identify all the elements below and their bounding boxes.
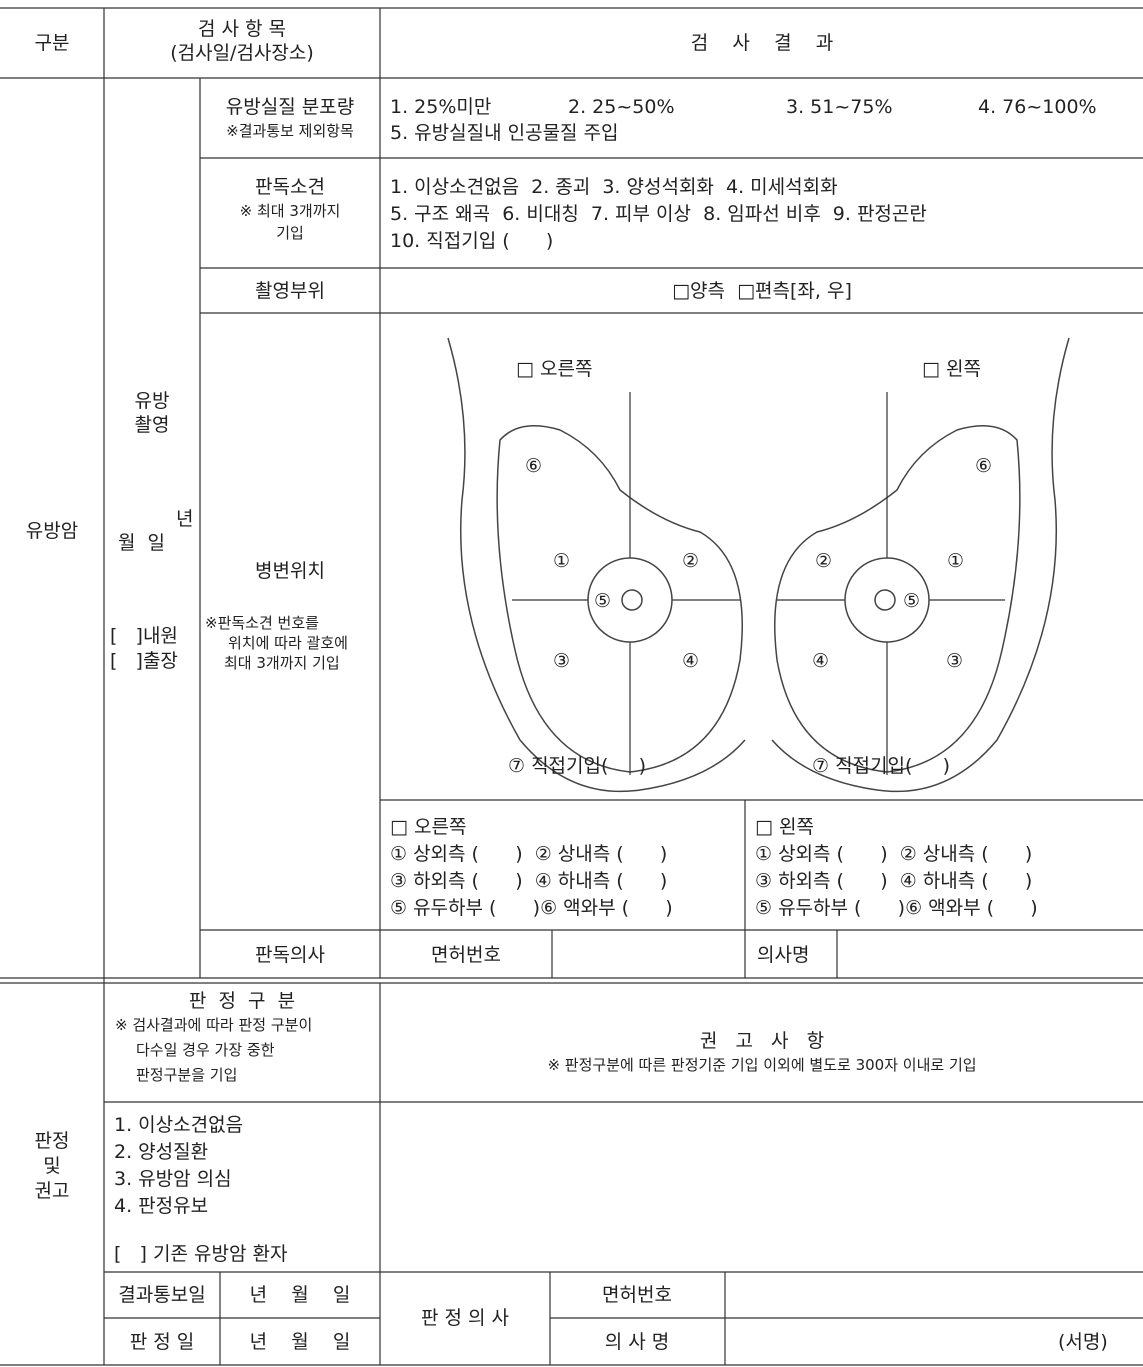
form-text: 년 월 일 xyxy=(249,1284,351,1306)
form-text: 판정 xyxy=(34,1130,70,1152)
form-text: 판 정 구 분 xyxy=(188,990,296,1012)
form-text: 결과통보일 xyxy=(118,1284,206,1306)
form-text: □ 왼쪽 xyxy=(922,358,981,380)
form-text: □양측 □편측[좌, 우] xyxy=(672,280,852,302)
form-text: ⑦ 직접기입( ) xyxy=(812,755,951,777)
form-text: 5. 구조 왜곡 6. 비대칭 7. 피부 이상 8. 임파선 비후 9. 판정… xyxy=(390,203,927,225)
form-text: 년 xyxy=(176,508,194,530)
form-text: 판독소견 xyxy=(255,176,325,198)
form-text: 권고 xyxy=(34,1180,70,1202)
form-text: 유방 xyxy=(134,390,170,412)
form-text: [ ]내원 xyxy=(110,625,178,647)
form-text: ⑤ 유두하부 ( )⑥ 액와부 ( ) xyxy=(390,897,673,919)
form-text: 5. 유방실질내 인공물질 주입 xyxy=(390,122,619,144)
form-text: 검 사 결 과 xyxy=(690,32,834,54)
form-text: [ ]출장 xyxy=(110,650,178,672)
form-text: 2. 양성질환 xyxy=(114,1141,209,1163)
form-text: 최대 3개까지 기입 xyxy=(224,654,340,672)
form-text: ※ 판정구분에 따른 판정기준 기입 이외에 별도로 300자 이내로 기입 xyxy=(547,1056,977,1074)
form-text: ⑥ xyxy=(525,455,543,477)
form-text: ⑤ 유두하부 ( )⑥ 액와부 ( ) xyxy=(755,897,1038,919)
form-text: 판 정 의 사 xyxy=(420,1307,510,1329)
form-text: 다수일 경우 가장 중한 xyxy=(136,1041,275,1059)
form-text: ③ 하외측 ( ) ④ 하내측 ( ) xyxy=(755,870,1033,892)
form-text: 유방실질 분포량 xyxy=(225,96,355,118)
form-text: 검 사 항 목 xyxy=(197,18,287,40)
form-text: 유방암 xyxy=(25,520,79,542)
form-text: ④ xyxy=(682,650,700,672)
form-text: 3. 유방암 의심 xyxy=(114,1168,232,1190)
form-text: 면허번호 xyxy=(431,944,501,966)
form-text: □ 왼쪽 xyxy=(755,816,814,838)
form-text: ② xyxy=(815,550,833,572)
form-text: ⑤ xyxy=(903,590,921,612)
form-text: □ 오른쪽 xyxy=(516,358,593,380)
form-text: 기입 xyxy=(276,224,304,242)
form-text: 월 일 xyxy=(118,532,166,554)
form-text: [ ] 기존 유방암 환자 xyxy=(114,1243,288,1265)
form-text: ※ 최대 3개까지 xyxy=(239,202,341,220)
form-text: 1. 이상소견없음 2. 종괴 3. 양성석회화 4. 미세석회화 xyxy=(390,176,838,198)
form-text: ① xyxy=(553,550,571,572)
form-text: 2. 25~50% xyxy=(568,96,675,118)
form-text: 1. 이상소견없음 xyxy=(114,1114,244,1136)
form-text: 년 월 일 xyxy=(249,1331,351,1353)
form-text: 의사명 xyxy=(757,944,810,966)
form-text: 의 사 명 xyxy=(604,1331,670,1353)
breast-diagram xyxy=(771,337,1070,793)
form-text: ⑦ 직접기입( ) xyxy=(508,755,647,777)
form-text: □ 오른쪽 xyxy=(390,816,467,838)
form-text: 10. 직접기입 ( ) xyxy=(390,230,554,252)
form-text: ② xyxy=(682,550,700,572)
form-text: (검사일/검사장소) xyxy=(170,42,314,64)
form-text: ① xyxy=(947,550,965,572)
form-text: 3. 51~75% xyxy=(786,96,893,118)
form-text: ③ 하외측 ( ) ④ 하내측 ( ) xyxy=(390,870,668,892)
form-text: 촬영 xyxy=(134,414,170,436)
form-text: ※ 검사결과에 따라 판정 구분이 xyxy=(115,1016,313,1034)
form-text: ④ xyxy=(812,650,830,672)
form-text: ⑤ xyxy=(594,590,612,612)
table-grid xyxy=(0,7,1143,1366)
form-text: ③ xyxy=(553,650,571,672)
form-text: 판독의사 xyxy=(255,944,325,966)
form-text: ⑥ xyxy=(975,455,993,477)
form-text: 구분 xyxy=(34,32,70,54)
breast-diagram xyxy=(447,337,746,793)
form-text: ① 상외측 ( ) ② 상내측 ( ) xyxy=(390,843,668,865)
form-text: 촬영부위 xyxy=(255,280,325,302)
form-text: 면허번호 xyxy=(602,1284,672,1306)
form-text: (서명) xyxy=(1058,1331,1108,1353)
form-text: 1. 25%미만 xyxy=(390,96,492,118)
form-text: 병변위치 xyxy=(255,560,325,582)
form-text: ※결과통보 제외항목 xyxy=(226,122,354,140)
form-text: 및 xyxy=(43,1155,61,1177)
form-text: ③ xyxy=(946,650,964,672)
form-text: ① 상외측 ( ) ② 상내측 ( ) xyxy=(755,843,1033,865)
form-text: 4. 판정유보 xyxy=(114,1195,209,1217)
form-text: 권 고 사 항 xyxy=(699,1030,825,1052)
form-text: 4. 76~100% xyxy=(978,96,1097,118)
form-text: 위치에 따라 괄호에 xyxy=(228,634,348,652)
form-text: 판정구분을 기입 xyxy=(136,1066,238,1084)
form-text: 판 정 일 xyxy=(129,1331,195,1353)
form-text: ※판독소견 번호를 xyxy=(205,614,319,632)
